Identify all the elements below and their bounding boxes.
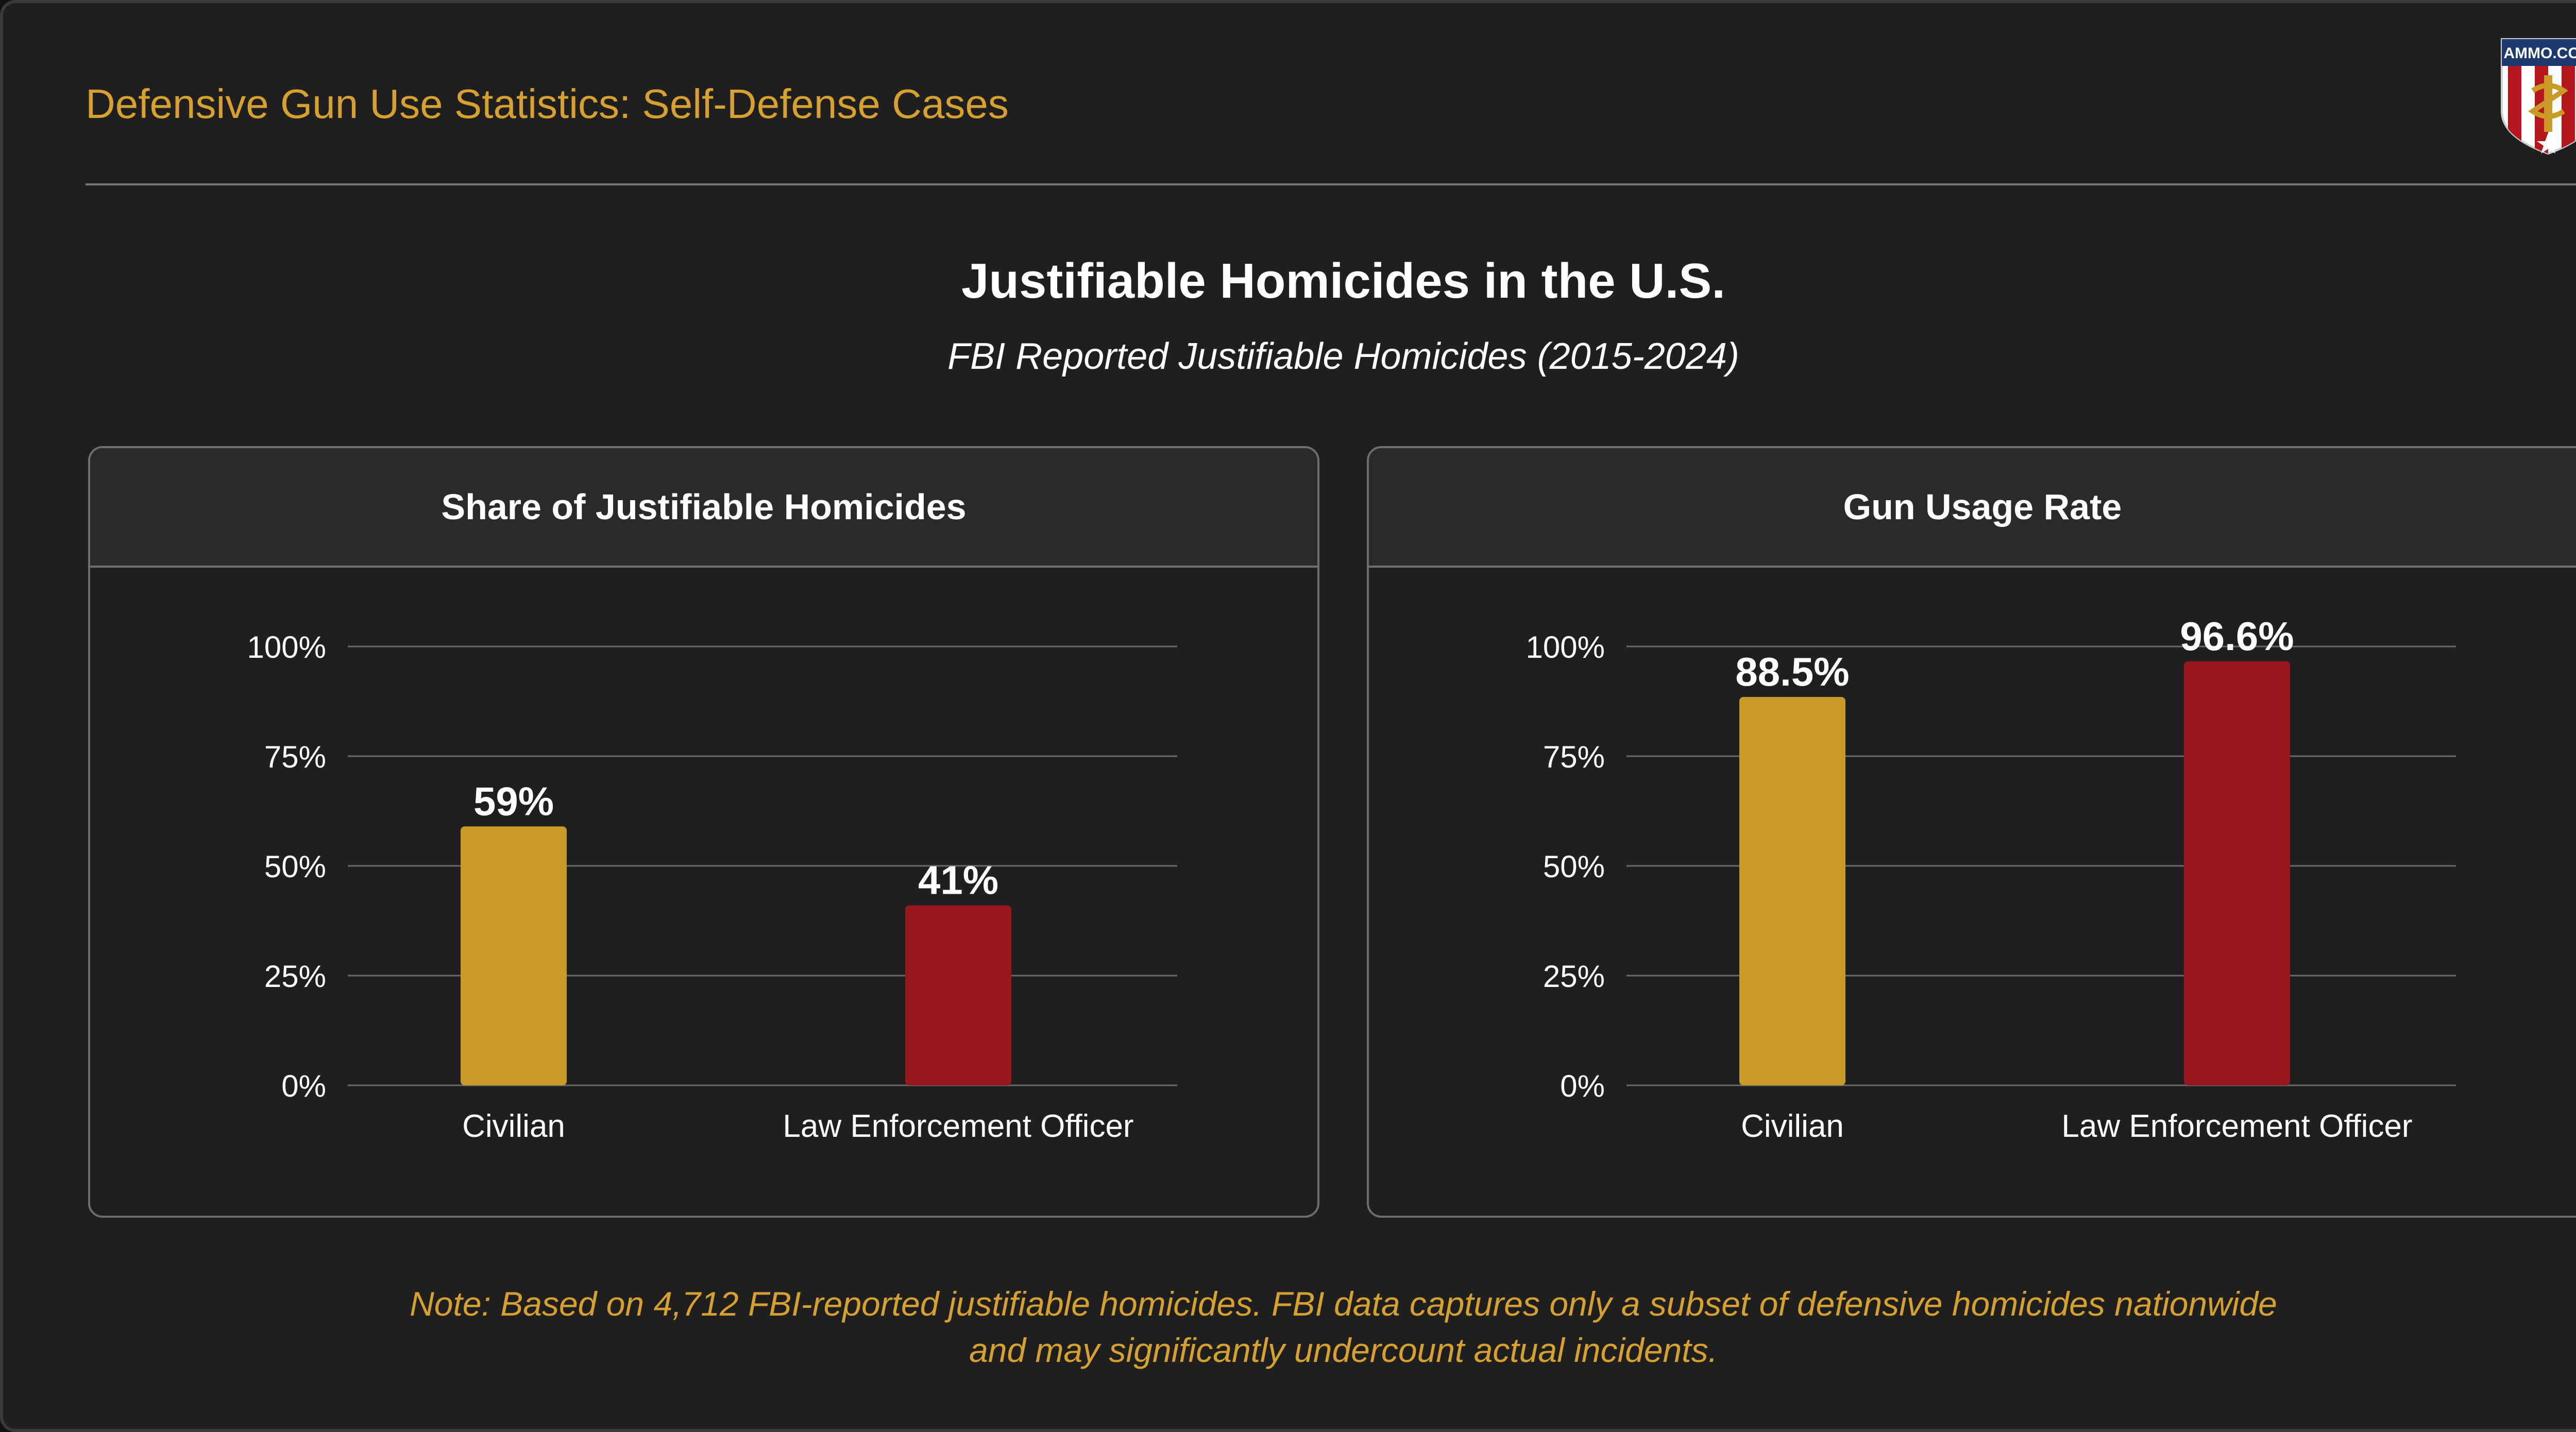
y-tick-label: 50%: [1543, 849, 1605, 884]
y-tick-label: 0%: [1560, 1069, 1605, 1103]
share-chart: 0% 25% 50% 75% 100% 59% Civilian 41% Law Enforce…: [247, 630, 1177, 1144]
gun-usage-chart: 0% 25% 50% 75% 100% 88.5% Civilian 96.6% Law Enf…: [1526, 613, 2456, 1144]
footer-note-line-2: and may significantly undercount actual …: [969, 1331, 1718, 1369]
data-label: 59%: [473, 778, 554, 824]
y-tick-label: 75%: [1543, 740, 1605, 774]
y-tick-label: 100%: [247, 630, 326, 664]
header-divider: [86, 183, 2576, 185]
gun-usage-chart-title: Gun Usage Rate: [1369, 448, 2576, 568]
y-tick-label: 50%: [264, 849, 326, 884]
x-tick-label: Civilian: [1741, 1109, 1844, 1144]
bar-law-enforcement: [2184, 661, 2290, 1085]
y-tick-label: 0%: [281, 1069, 326, 1103]
x-tick-label: Law Enforcement Officer: [2061, 1109, 2412, 1144]
main-title: Justifiable Homicides in the U.S.: [961, 253, 1725, 309]
main-subtitle: FBI Reported Justifiable Homicides (2015…: [947, 336, 1739, 377]
data-label: 96.6%: [2180, 613, 2294, 659]
x-tick-label: Law Enforcement Officer: [783, 1109, 1133, 1144]
x-tick-label: Civilian: [462, 1109, 565, 1144]
gun-usage-chart-panel: Gun Usage Rate 0% 25% 50% 75% 100% 88.5% Civil…: [1367, 446, 2576, 1218]
bar-civilian: [1739, 696, 1845, 1085]
share-chart-panel: Share of Justifiable Homicides 0% 25% 50% 7…: [88, 446, 1319, 1218]
bar-law-enforcement: [905, 905, 1011, 1085]
data-label: 41%: [918, 858, 998, 903]
share-chart-title: Share of Justifiable Homicides: [90, 448, 1317, 568]
footer-note: Note: Based on 4,712 FBI-reported justif…: [312, 1281, 2375, 1373]
y-tick-label: 75%: [264, 740, 326, 774]
y-tick-label: 100%: [1526, 630, 1605, 664]
y-tick-label: 25%: [264, 959, 326, 994]
ammo-logo-icon: AMMO.COM: [2501, 38, 2576, 155]
y-tick-label: 25%: [1543, 959, 1605, 994]
logo-text: AMMO.COM: [2503, 45, 2576, 62]
footer-note-line-1: Note: Based on 4,712 FBI-reported justif…: [410, 1285, 2277, 1323]
bar-civilian: [461, 826, 567, 1085]
header-title: Defensive Gun Use Statistics: Self-Defen…: [86, 81, 1009, 127]
data-label: 88.5%: [1735, 649, 1849, 694]
